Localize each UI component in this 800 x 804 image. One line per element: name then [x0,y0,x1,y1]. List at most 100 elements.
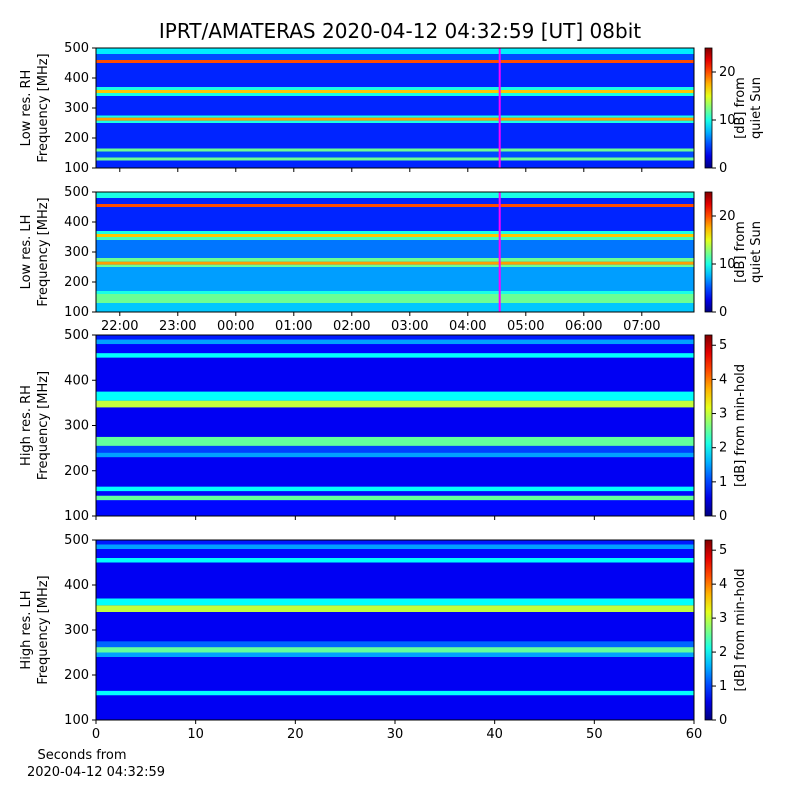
y-axis-label: High res. LH [19,590,34,669]
spectrum-band [96,291,694,294]
x-tick-label: 07:00 [623,319,660,334]
y-tick-label: 500 [64,533,89,548]
spectrum-band [96,96,694,116]
spectrum-band [96,207,694,231]
spectrum-band [96,357,694,392]
x-tick-label: 06:00 [565,319,602,334]
colorbar [704,539,713,721]
spectrum-band [96,258,694,262]
colorbar-tick-label: 4 [719,577,727,592]
colorbar-label: quiet Sun [749,221,764,283]
spectrum-band [96,63,694,87]
spectrum-band [96,445,694,453]
spectrum-band [96,303,694,312]
y-tick-label: 300 [64,245,89,260]
y-tick-label: 200 [64,668,89,683]
spectrum-band [96,605,694,612]
spectrum-band [96,204,694,207]
colorbar-tick-label: 10 [719,257,736,272]
y-axis-label: Low res. RH [19,70,34,147]
y-tick-label: 500 [64,41,89,56]
spectrum-band [96,93,694,96]
y-tick-label: 400 [64,215,89,230]
x-tick-label: 50 [586,727,603,742]
colorbar-label: [dB] from [733,77,748,139]
spectrum-band [96,87,694,90]
x-tick-label: 22:00 [101,319,138,334]
spectrum-band [96,198,694,204]
spectrum-band [96,90,694,93]
colorbar-tick-label: 2 [719,645,727,660]
spectrum-band [96,115,694,118]
spectrum-band [96,652,694,657]
spectrum-band [96,598,694,606]
colorbar-tick-label: 20 [719,65,736,80]
x-tick-label: 10 [187,727,204,742]
y-tick-label: 500 [64,185,89,200]
x-tick-label: 00:00 [217,319,254,334]
spectrum-band [96,117,694,121]
colorbar-tick-label: 10 [719,113,736,128]
spectrum-band [96,294,694,303]
colorbar-tick-label: 1 [719,679,727,694]
spectrum-band [96,391,694,401]
x-tick-label: 04:00 [449,319,486,334]
colorbar-tick-label: 0 [719,509,727,524]
y-tick-label: 100 [64,509,89,524]
y-axis-label: Low res. LH [19,215,34,290]
y-tick-label: 200 [64,131,89,146]
spectrum-band [96,261,694,265]
y-tick-label: 300 [64,419,89,434]
x-axis-label: Seconds from [37,748,126,763]
colorbar-tick-label: 2 [719,441,727,456]
figure-title: IPRT/AMATERAS 2020-04-12 04:32:59 [UT] 0… [159,19,641,43]
spectrum-band [96,436,694,446]
x-tick-label: 05:00 [507,319,544,334]
spectrum-band [96,549,694,558]
x-tick-label: 01:00 [275,319,312,334]
y-tick-label: 100 [64,713,89,728]
spectrum-band [96,558,694,563]
colorbar [704,191,713,313]
spectrum-band [96,267,694,291]
colorbar-tick-label: 1 [719,475,727,490]
colorbar-label: [dB] from [733,221,748,283]
spectrum-band [96,544,694,549]
spectrum-band [96,231,694,234]
spectrum-band [96,540,694,545]
spectrum-band [96,641,694,648]
spectrum-band [96,60,694,63]
spectrum-band [96,237,694,240]
colorbar-tick-label: 4 [719,372,727,387]
x-tick-label: 30 [387,727,404,742]
y-tick-label: 400 [64,373,89,388]
spectrum-band [96,48,694,54]
y-tick-label: 400 [64,578,89,593]
spectrum-band [96,407,694,437]
x-tick-label: 40 [486,727,503,742]
colorbar-tick-label: 5 [719,543,727,558]
spectrum-band [96,657,694,691]
y-tick-label: 400 [64,71,89,86]
colorbar-tick-label: 0 [719,305,727,320]
spectrum-band [96,339,694,345]
spectrum-band [96,123,694,149]
spectrum-band [96,457,694,487]
colorbar [704,47,713,169]
spectrum-band [96,160,694,168]
spectrum-band [96,335,694,340]
spectrum-band [96,353,694,358]
spectrum-band [96,157,694,161]
spectrum-band [96,647,694,653]
colorbar [704,334,713,517]
y-tick-label: 500 [64,328,89,343]
colorbar-tick-label: 3 [719,407,727,422]
spectrum-band [96,344,694,354]
spectrum-band [96,486,694,492]
x-tick-label: 23:00 [159,319,196,334]
y-tick-label: 300 [64,101,89,116]
y-axis-label: Frequency [MHz] [36,575,51,684]
x-tick-label: 0 [92,727,100,742]
spectrum-band [96,500,694,516]
